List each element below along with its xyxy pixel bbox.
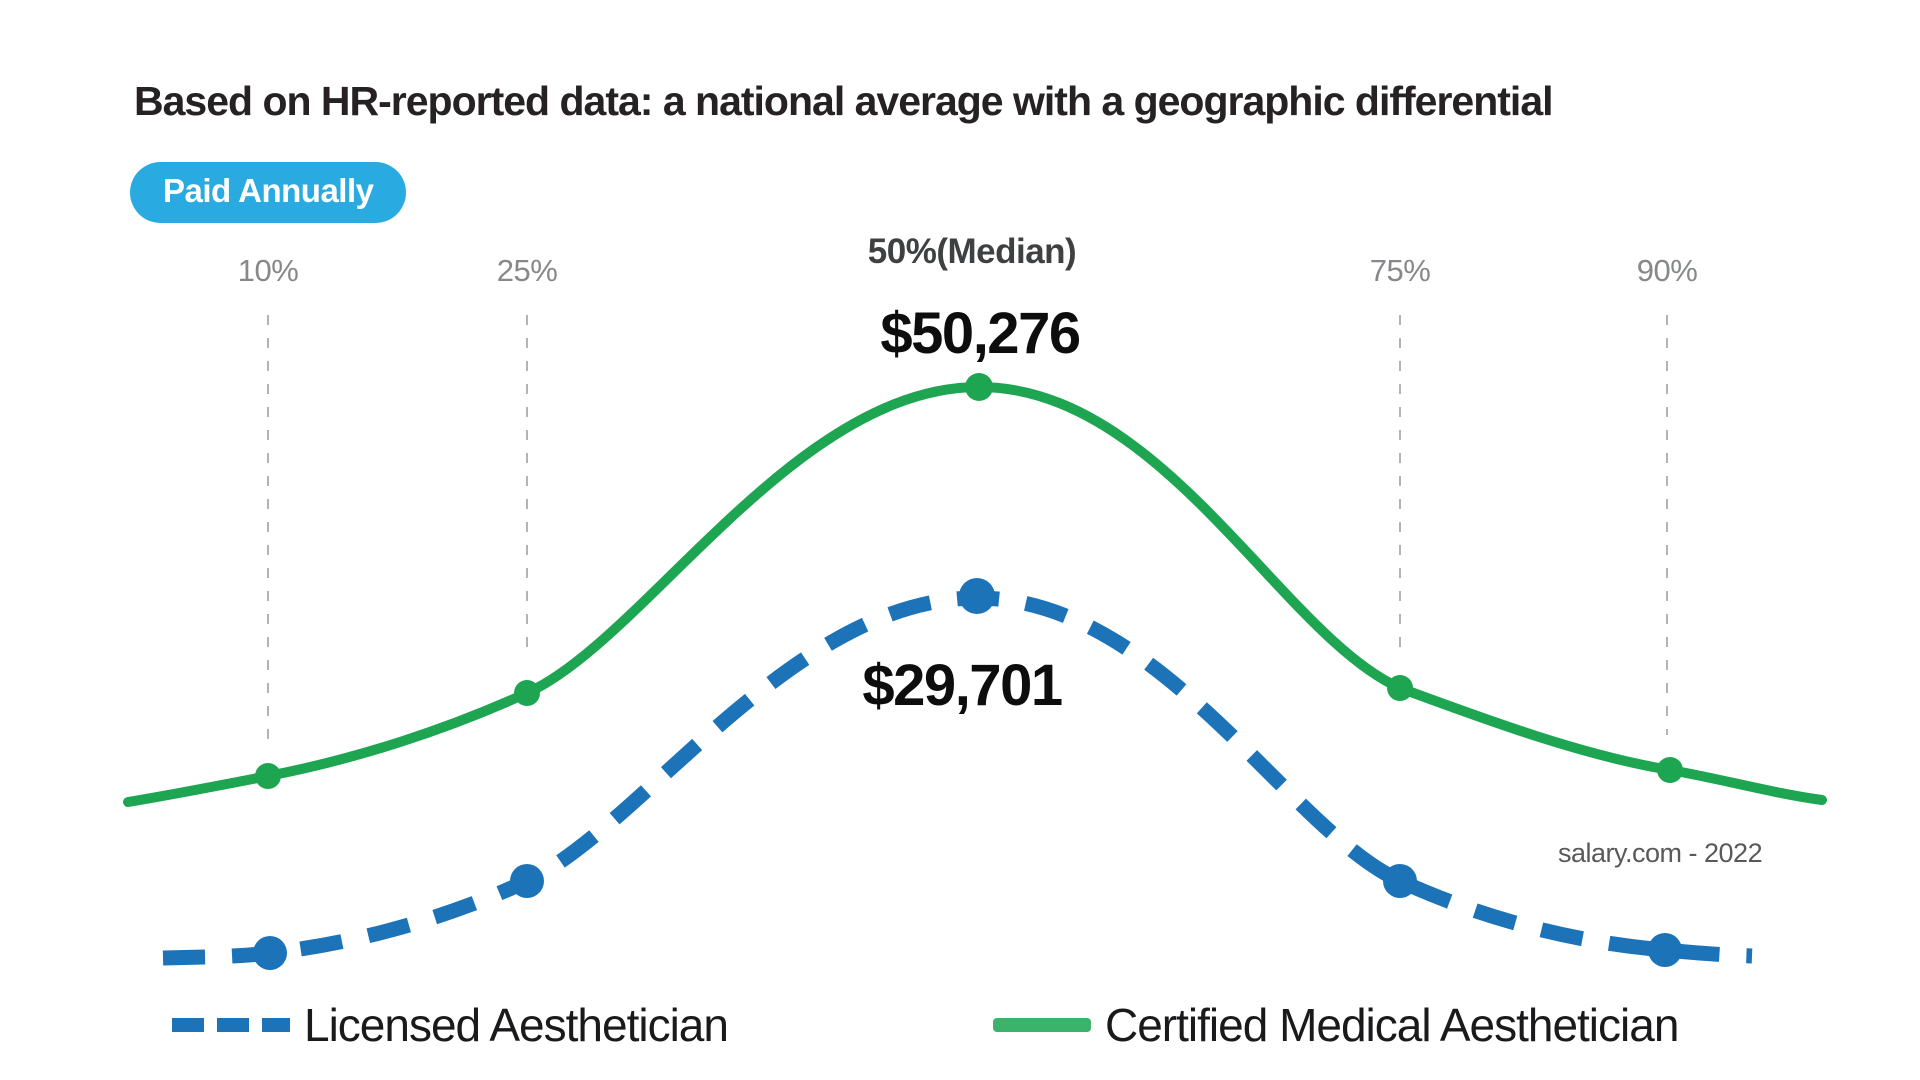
legend-item-licensed: Licensed Aesthetician [172,998,729,1052]
legend-swatch-solid-green [993,1018,1091,1032]
median-value-licensed: $29,701 [862,653,1063,718]
median-value-certified: $50,276 [880,301,1081,366]
legend-label-licensed: Licensed Aesthetician [304,999,729,1051]
percentile-label-25: 25% [496,253,558,288]
paid-annually-badge[interactable]: Paid Annually [130,162,407,223]
percentile-label-75: 75% [1369,253,1431,288]
point-licensed-25 [510,864,544,898]
point-licensed-10 [253,936,287,970]
legend-swatch-dashed-blue [172,1018,290,1032]
point-certified-75 [1387,675,1413,701]
legend-item-certified: Certified Medical Aesthetician [993,998,1679,1052]
point-certified-median [965,373,993,401]
page-title: Based on HR-reported data: a national av… [134,78,1554,124]
percentile-label-90: 90% [1636,253,1698,288]
source-attribution: salary.com - 2022 [1558,838,1763,868]
percentile-label-10: 10% [237,253,299,288]
point-certified-10 [255,763,281,789]
point-licensed-median [959,578,995,614]
point-certified-25 [514,680,540,706]
point-certified-90 [1657,757,1683,783]
point-licensed-90 [1648,933,1682,967]
legend-label-certified: Certified Medical Aesthetician [1105,999,1679,1051]
percentile-label-median: 50%(Median) [867,232,1077,271]
point-licensed-75 [1383,864,1417,898]
